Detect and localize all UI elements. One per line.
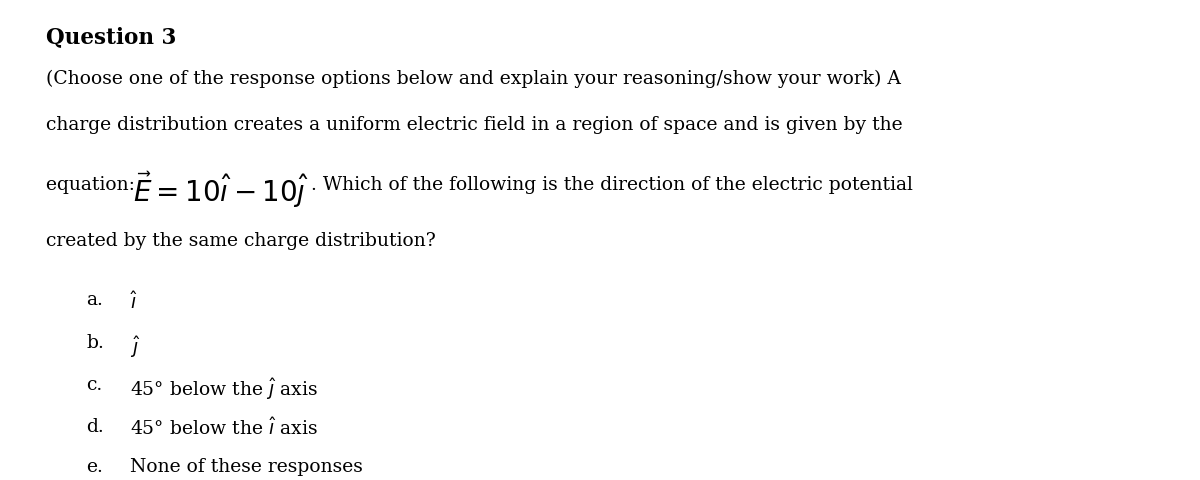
Text: Question 3: Question 3 [46, 26, 176, 48]
Text: c.: c. [86, 375, 103, 393]
Text: b.: b. [86, 334, 104, 351]
Text: (Choose one of the response options below and explain your reasoning/show your w: (Choose one of the response options belo… [46, 70, 900, 88]
Text: . Which of the following is the direction of the electric potential: . Which of the following is the directio… [311, 175, 913, 193]
Text: equation:: equation: [46, 175, 140, 193]
Text: None of these responses: None of these responses [130, 457, 362, 475]
Text: $\vec{E} = 10\hat{\imath} - 10\hat{\jmath}$: $\vec{E} = 10\hat{\imath} - 10\hat{\jmat… [133, 169, 308, 209]
Text: d.: d. [86, 417, 104, 434]
Text: e.: e. [86, 457, 103, 475]
Text: 45° below the $\hat{\imath}$ axis: 45° below the $\hat{\imath}$ axis [130, 417, 317, 438]
Text: charge distribution creates a uniform electric field in a region of space and is: charge distribution creates a uniform el… [46, 116, 902, 134]
Text: $\hat{\imath}$: $\hat{\imath}$ [130, 290, 138, 312]
Text: a.: a. [86, 290, 103, 308]
Text: $\hat{\jmath}$: $\hat{\jmath}$ [130, 334, 140, 360]
Text: created by the same charge distribution?: created by the same charge distribution? [46, 231, 436, 249]
Text: 45° below the $\hat{\jmath}$ axis: 45° below the $\hat{\jmath}$ axis [130, 375, 317, 401]
